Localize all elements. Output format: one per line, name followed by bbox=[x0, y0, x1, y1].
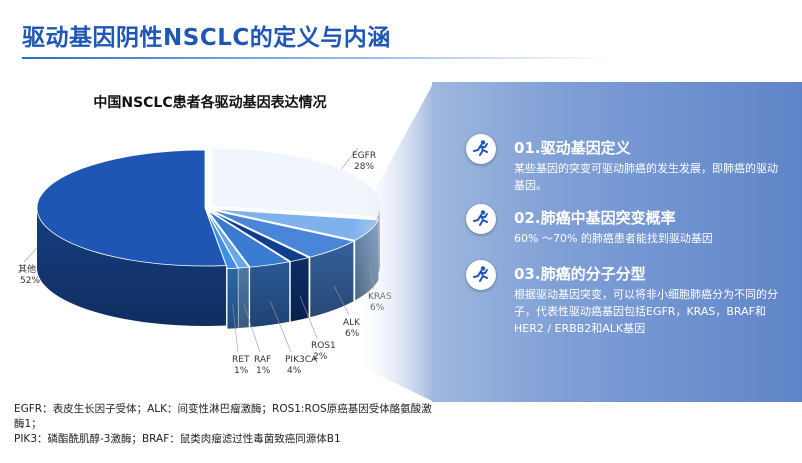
running-person-icon bbox=[466, 134, 496, 164]
pie-slice-RAF bbox=[206, 210, 250, 269]
slice-value-ROS1: 2% bbox=[313, 352, 328, 362]
slice-label-RAF: RAF bbox=[254, 355, 271, 365]
definition-panel bbox=[432, 82, 802, 402]
footnote-line: EGFR：表皮生长因子受体；ALK：间变性淋巴瘤激酶；ROS1:ROS原癌基因受… bbox=[14, 403, 432, 430]
slide-title: 驱动基因阴性NSCLC的定义与内涵 bbox=[22, 25, 391, 51]
slice-label-PIK3CA: PIK3CA bbox=[285, 355, 318, 365]
item-title: 02.肺癌中基因突变概率 bbox=[514, 209, 676, 227]
item-body: 根据驱动基因突变，可以将非小细胞肺癌分为不同的分子，代表性驱动癌基因包括EGFR… bbox=[514, 288, 778, 335]
footnote-line: PIK3：磷酯酰肌醇-3激酶；BRAF：鼠类肉瘤滤过性毒菌致癌同源体B1 bbox=[14, 433, 341, 445]
leader-ALK bbox=[333, 285, 350, 316]
footnote: EGFR：表皮生长因子受体；ALK：间变性淋巴瘤激酶；ROS1:ROS原癌基因受… bbox=[14, 402, 434, 447]
item-title: 01.驱动基因定义 bbox=[514, 139, 631, 157]
slice-value-PIK3CA: 4% bbox=[287, 366, 302, 376]
item-body: 某些基因的突变可驱动肺癌的发生发展，即肺癌的驱动基因。 bbox=[514, 162, 778, 192]
item-body: 60% ～70% 的肺癌患者能找到驱动基因 bbox=[514, 232, 713, 245]
title-underline bbox=[22, 57, 612, 59]
pie-tops bbox=[36, 147, 381, 270]
slice-value-RAF: 1% bbox=[256, 366, 271, 376]
running-person-icon bbox=[466, 204, 496, 234]
leader-其他 bbox=[23, 247, 38, 263]
running-person-icon bbox=[466, 260, 496, 290]
leader-RAF bbox=[243, 303, 261, 353]
slice-label-EGFR: EGFR bbox=[352, 151, 376, 161]
leader-RET bbox=[232, 304, 239, 353]
leader-PIK3CA bbox=[269, 300, 292, 353]
pie-slice-其他 bbox=[36, 149, 227, 267]
pie-slice-RET bbox=[206, 210, 239, 270]
leader-EGFR bbox=[341, 147, 359, 170]
chart-title: 中国NSCLC患者各驱动基因表达情况 bbox=[93, 95, 327, 111]
slice-value-其他: 52% bbox=[20, 276, 40, 286]
pie-slice-PIK3CA bbox=[207, 210, 291, 268]
slice-label-其他: 其他 bbox=[18, 263, 36, 275]
leader-ROS1 bbox=[299, 295, 318, 339]
pie-slice-ROS1 bbox=[209, 210, 310, 262]
slice-value-EGFR: 28% bbox=[354, 162, 374, 172]
item-title: 03.肺癌的分子分型 bbox=[514, 265, 646, 283]
slice-label-ROS1: ROS1 bbox=[311, 341, 336, 351]
slice-label-RET: RET bbox=[232, 355, 250, 365]
connector-fan bbox=[352, 82, 434, 402]
slice-value-RET: 1% bbox=[234, 366, 249, 376]
